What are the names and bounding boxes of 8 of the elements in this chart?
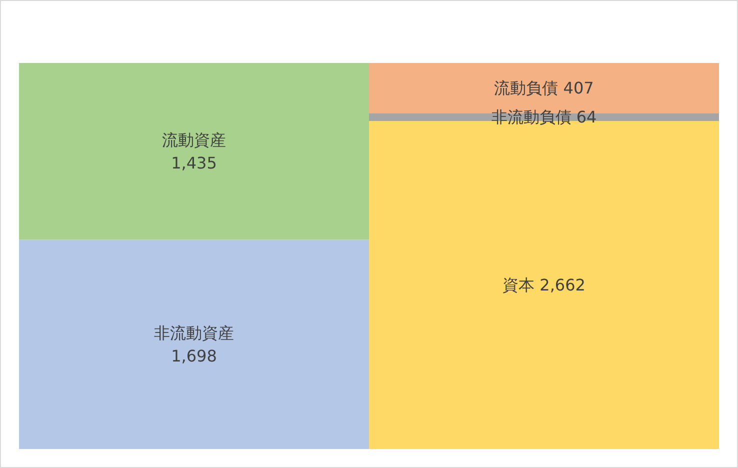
series-label: 流動負債 xyxy=(494,78,558,98)
series-label: 流動資産 xyxy=(162,130,226,150)
series-label: 資本 xyxy=(502,276,535,295)
data-label: 2,662 xyxy=(540,276,586,295)
data-label: 407 xyxy=(563,78,594,98)
data-label: 1,698 xyxy=(171,346,217,366)
series-label: 非流動資産 xyxy=(154,323,234,342)
data-label: 1,435 xyxy=(171,153,217,172)
